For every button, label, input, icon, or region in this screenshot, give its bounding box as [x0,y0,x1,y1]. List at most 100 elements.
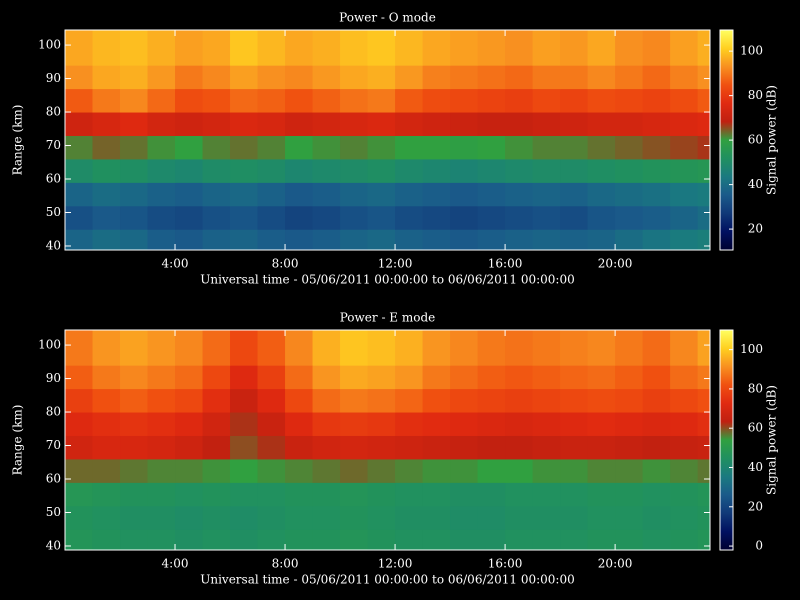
heatmap-cell [642,158,671,183]
heatmap-cell [477,412,506,436]
heatmap-cell [615,135,644,160]
heatmap-cell [615,435,644,460]
heatmap-cell [312,88,341,113]
heatmap-cell [202,529,231,550]
heatmap-cell [147,505,176,530]
heatmap-cell [230,158,259,183]
heatmap-cell [505,135,534,160]
heatmap-cell [615,30,644,66]
heatmap-cell [560,158,589,183]
heatmap-cell [340,388,369,413]
heatmap-cell [505,435,534,460]
heatmap-cell [202,205,231,230]
heatmap-cell [312,182,341,207]
heatmap-cell [395,182,424,207]
heatmap-cell [450,229,479,250]
heatmap-cell [697,505,710,530]
heatmap-cell [615,158,644,183]
heatmap-cell [120,482,149,507]
heatmap-cell [120,229,149,250]
heatmap-cell [697,229,710,250]
heatmap-cell [422,158,451,183]
heatmap-cell [422,365,451,390]
heatmap-cell [92,529,121,550]
colorbar-label: Signal power (dB) [765,385,779,495]
x-tick-label: 8:00 [272,257,299,271]
heatmap-cell [285,505,314,530]
heatmap-cell [257,388,286,413]
heatmap-cell [230,112,259,136]
heatmap-cell [147,229,176,250]
heatmap-cell [312,435,341,460]
heatmap-cell [560,482,589,507]
heatmap-cell [340,135,369,160]
heatmap-cell [670,505,699,530]
heatmap-cell [92,182,121,207]
heatmap-cell [395,88,424,113]
heatmap-cell [450,365,479,390]
x-tick-label: 8:00 [272,557,299,571]
heatmap-cell [422,182,451,207]
heatmap-cell [670,135,699,160]
heatmap-cell [92,205,121,230]
heatmap-cell [505,388,534,413]
heatmap-cell [120,158,149,183]
plot-frame [64,29,711,251]
colorbar-tick-label: 80 [748,381,763,395]
heatmap-cell [285,205,314,230]
heatmap-cell [202,365,231,390]
heatmap-cell [367,435,396,460]
heatmap-cell [367,112,396,136]
heatmap-cell [477,158,506,183]
heatmap-cell [340,529,369,550]
heatmap-cell [505,205,534,230]
x-tick-label: 16:00 [488,257,523,271]
heatmap-cell [422,30,451,66]
y-tick-label: 50 [46,205,61,219]
heatmap-cell [642,330,671,366]
heatmap-cell [450,412,479,436]
heatmap-cell [642,435,671,460]
heatmap-cell [120,112,149,136]
heatmap-cell [257,135,286,160]
heatmap-cell [532,65,561,90]
heatmap-cell [65,205,94,230]
heatmap-cell [175,412,204,436]
heatmap-cell [175,229,204,250]
heatmap-cell [92,435,121,460]
heatmap-cell [532,482,561,507]
heatmap-cell [230,330,259,366]
x-tick-label: 4:00 [162,557,189,571]
heatmap-cell [340,65,369,90]
heatmap-cell [285,65,314,90]
heatmap-cell [202,158,231,183]
heatmap-cell [147,365,176,390]
heatmap-cell [230,30,259,66]
heatmap-cell [340,88,369,113]
heatmap-cell [587,435,616,460]
heatmap-cell [202,458,231,483]
heatmap-cell [202,135,231,160]
colorbar-label: Signal power (dB) [765,85,779,195]
heatmap-cell [560,388,589,413]
heatmap-cell [560,135,589,160]
heatmap-cell [92,412,121,436]
heatmap-cell [505,505,534,530]
heatmap-cell [202,65,231,90]
heatmap-cell [147,135,176,160]
heatmap-cell [477,112,506,136]
heatmap-cell [587,458,616,483]
heatmap-cell [120,30,149,66]
heatmap-cell [257,458,286,483]
heatmap-cell [285,482,314,507]
heatmap-cell [450,435,479,460]
colorbar-tick-label: 20 [748,499,763,513]
heatmap-cell [615,482,644,507]
heatmap-cell [120,182,149,207]
heatmap-cell [532,229,561,250]
heatmap-cell [147,388,176,413]
heatmap-cell [285,458,314,483]
heatmap-cell [697,158,710,183]
heatmap-cell [532,458,561,483]
heatmap-cell [175,112,204,136]
